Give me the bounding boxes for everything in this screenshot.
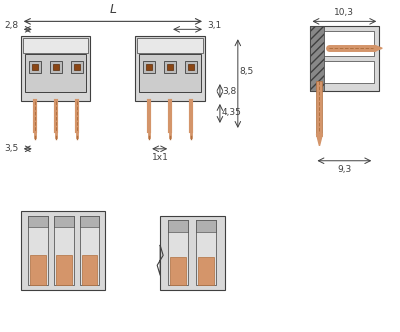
Text: 2,8: 2,8 [5, 21, 19, 30]
Bar [53, 64, 59, 70]
Text: 4,35: 4,35 [222, 109, 242, 118]
Bar [74, 64, 80, 70]
Bar [54, 215, 74, 285]
Bar [168, 220, 188, 232]
Bar [167, 64, 173, 70]
Bar [23, 38, 88, 53]
Text: 1x1: 1x1 [152, 153, 169, 162]
Bar [21, 210, 106, 290]
Polygon shape [374, 45, 382, 51]
Text: 10,3: 10,3 [334, 8, 354, 17]
Text: 3,8: 3,8 [222, 87, 236, 96]
Bar [196, 220, 216, 285]
Bar [137, 38, 203, 53]
Text: 9,3: 9,3 [337, 165, 352, 174]
Bar [143, 61, 155, 73]
Bar [82, 255, 98, 285]
Bar [29, 61, 41, 73]
Bar [32, 64, 38, 70]
Bar [160, 215, 225, 290]
Bar [164, 61, 176, 73]
Bar [324, 61, 374, 83]
Bar [28, 215, 48, 227]
Bar [324, 31, 374, 56]
Bar [196, 220, 216, 232]
Bar [56, 255, 72, 285]
Text: L: L [109, 3, 116, 16]
Text: 3,1: 3,1 [207, 21, 221, 30]
Bar [310, 26, 324, 91]
Bar [70, 61, 82, 73]
Bar [28, 215, 48, 285]
Bar [135, 36, 205, 101]
Bar [21, 36, 90, 101]
Bar [80, 215, 100, 227]
Text: 8,5: 8,5 [240, 67, 254, 76]
Bar [50, 61, 62, 73]
Bar [310, 26, 379, 91]
Bar [25, 54, 86, 92]
Bar [170, 257, 186, 285]
Bar [198, 257, 214, 285]
Bar [139, 54, 201, 92]
Bar [80, 215, 100, 285]
Bar [54, 215, 74, 227]
Bar [316, 81, 322, 136]
Bar [188, 64, 194, 70]
Polygon shape [316, 134, 322, 146]
Bar [30, 255, 46, 285]
Bar [185, 61, 197, 73]
Bar [146, 64, 152, 70]
Bar [168, 220, 188, 285]
Text: 3,5: 3,5 [4, 144, 19, 153]
